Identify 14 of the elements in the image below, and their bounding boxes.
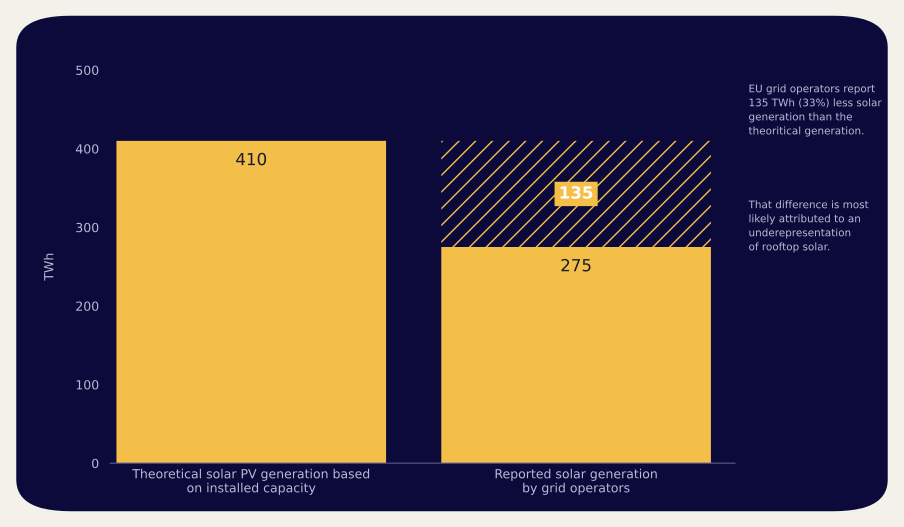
data-label: 410 <box>236 152 266 166</box>
y-axis-title: TWh <box>44 254 54 281</box>
y-tick-label: 0 <box>92 458 98 468</box>
text: That difference is most likely attributed to an underepresentation of rooftop solar. <box>748 200 868 252</box>
y-tick-label: 100 <box>76 380 98 390</box>
data-label: 135 <box>560 186 592 199</box>
y-tick-label: 500 <box>76 66 98 76</box>
y-tick-label: 200 <box>76 301 98 311</box>
x-tick-label: Reported solar generation by grid operators <box>496 468 657 495</box>
data-label: 275 <box>561 258 591 272</box>
y-tick-label: 400 <box>76 144 98 154</box>
text: EU grid operators report 135 TWh (33%) less solar generation than the theoritical generation. <box>748 84 882 137</box>
x-tick-label: Theoretical solar PV generation based on installed capacity <box>132 468 370 495</box>
y-tick-label: 300 <box>76 222 98 232</box>
